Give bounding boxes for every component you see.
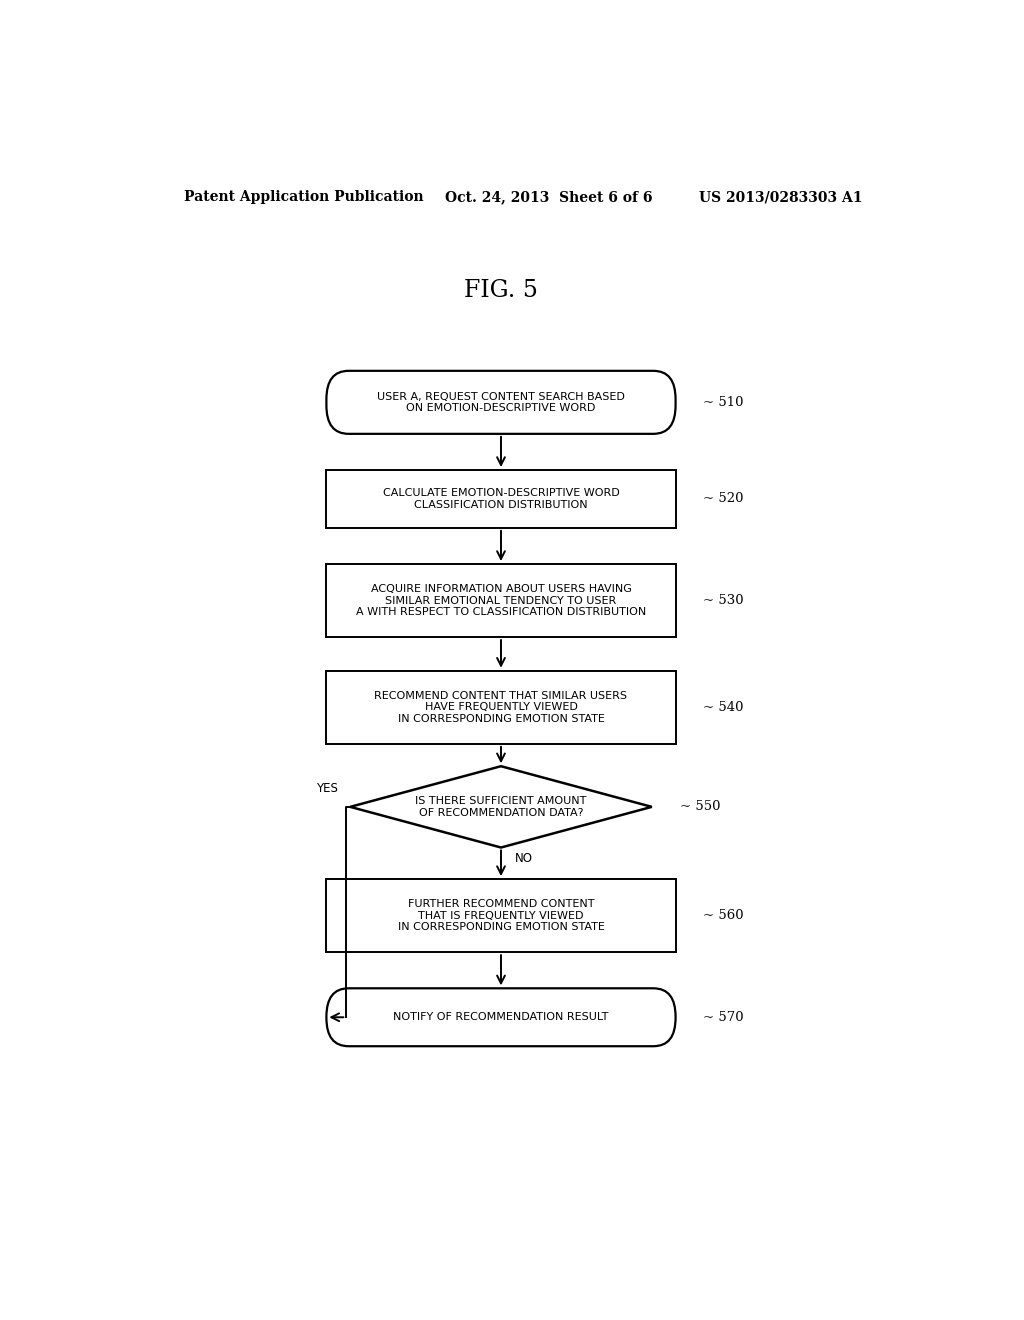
Text: ~ 570: ~ 570 xyxy=(703,1011,744,1024)
Text: ~ 560: ~ 560 xyxy=(703,909,744,923)
FancyBboxPatch shape xyxy=(327,989,676,1047)
Text: ACQUIRE INFORMATION ABOUT USERS HAVING
SIMILAR EMOTIONAL TENDENCY TO USER
A WITH: ACQUIRE INFORMATION ABOUT USERS HAVING S… xyxy=(356,583,646,618)
Bar xyxy=(327,470,676,528)
Text: USER A, REQUEST CONTENT SEARCH BASED
ON EMOTION-DESCRIPTIVE WORD: USER A, REQUEST CONTENT SEARCH BASED ON … xyxy=(377,392,625,413)
Text: FURTHER RECOMMEND CONTENT
THAT IS FREQUENTLY VIEWED
IN CORRESPONDING EMOTION STA: FURTHER RECOMMEND CONTENT THAT IS FREQUE… xyxy=(397,899,604,932)
Text: ~ 510: ~ 510 xyxy=(703,396,743,409)
Text: CALCULATE EMOTION-DESCRIPTIVE WORD
CLASSIFICATION DISTRIBUTION: CALCULATE EMOTION-DESCRIPTIVE WORD CLASS… xyxy=(383,488,620,510)
Polygon shape xyxy=(350,766,651,847)
Bar xyxy=(327,671,676,744)
Text: US 2013/0283303 A1: US 2013/0283303 A1 xyxy=(699,190,863,205)
Text: IS THERE SUFFICIENT AMOUNT
OF RECOMMENDATION DATA?: IS THERE SUFFICIENT AMOUNT OF RECOMMENDA… xyxy=(416,796,587,817)
Text: NO: NO xyxy=(515,851,534,865)
Text: YES: YES xyxy=(316,781,338,795)
Text: ~ 540: ~ 540 xyxy=(703,701,743,714)
Text: NOTIFY OF RECOMMENDATION RESULT: NOTIFY OF RECOMMENDATION RESULT xyxy=(393,1012,608,1022)
Bar xyxy=(327,564,676,638)
Text: ~ 530: ~ 530 xyxy=(703,594,744,607)
Text: ~ 520: ~ 520 xyxy=(703,492,743,506)
Bar xyxy=(327,879,676,952)
Text: RECOMMEND CONTENT THAT SIMILAR USERS
HAVE FREQUENTLY VIEWED
IN CORRESPONDING EMO: RECOMMEND CONTENT THAT SIMILAR USERS HAV… xyxy=(375,690,628,723)
Text: ~ 550: ~ 550 xyxy=(680,800,720,813)
Text: Oct. 24, 2013  Sheet 6 of 6: Oct. 24, 2013 Sheet 6 of 6 xyxy=(445,190,653,205)
Text: Patent Application Publication: Patent Application Publication xyxy=(183,190,423,205)
Text: FIG. 5: FIG. 5 xyxy=(464,279,538,302)
FancyBboxPatch shape xyxy=(327,371,676,434)
